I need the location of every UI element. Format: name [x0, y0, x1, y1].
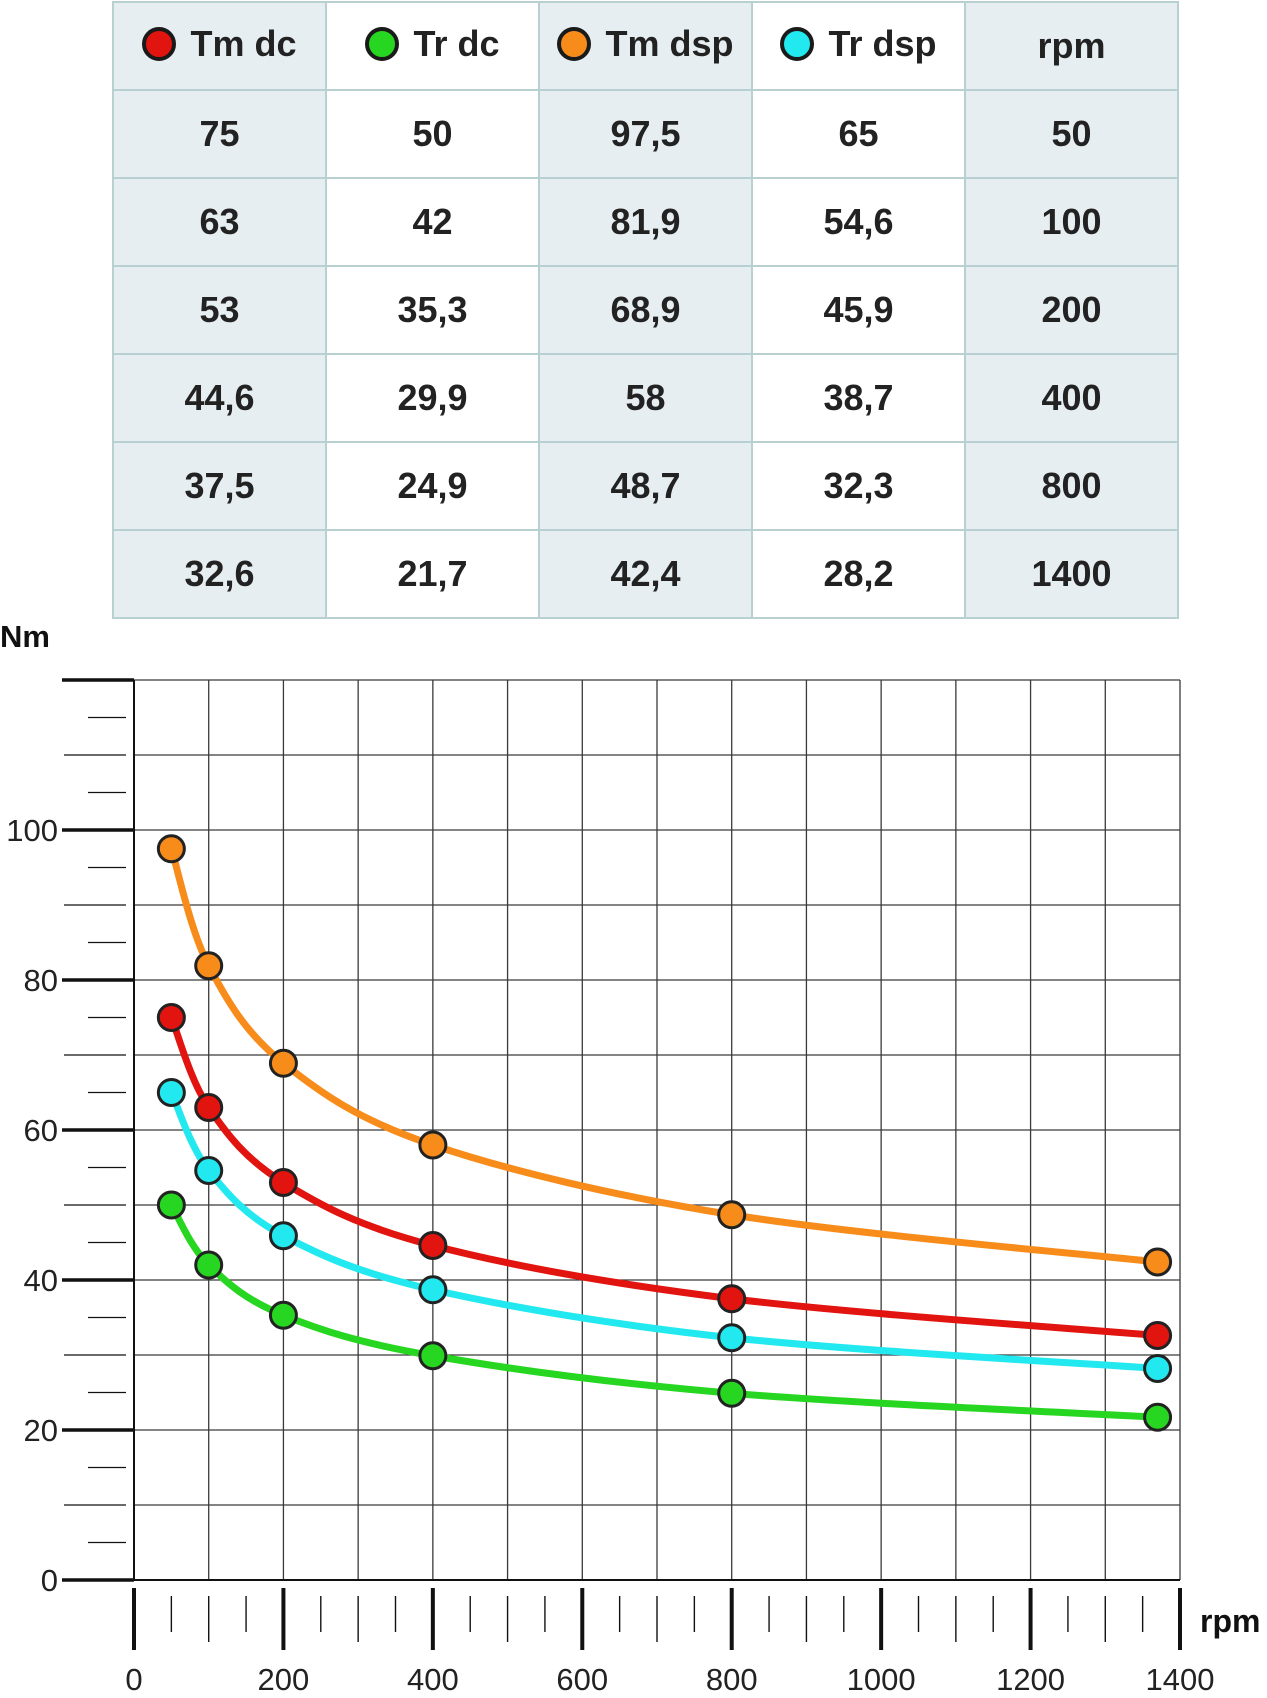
table-cell: 400	[964, 353, 1179, 443]
x-axis-label: rpm	[1200, 1603, 1260, 1639]
table-cell: 200	[964, 265, 1179, 355]
data-point-tr-dsp	[1143, 1354, 1173, 1383]
y-tick-label: 60	[24, 1113, 58, 1148]
data-point-tm-dsp	[418, 1130, 448, 1160]
table-cell: 28,2	[751, 529, 966, 619]
header-rpm: rpm	[964, 1, 1179, 91]
table-row: 53 35,3 68,9 45,9 200	[112, 265, 1179, 355]
x-tick-label: 600	[556, 1662, 608, 1697]
data-point-tm-dsp	[156, 834, 186, 864]
y-tick-label: 80	[24, 963, 58, 998]
orange-marker-icon	[557, 26, 592, 61]
table-row: 44,6 29,9 58 38,7 400	[112, 353, 1179, 443]
y-tick-label: 100	[6, 813, 58, 848]
table-cell: 35,3	[325, 265, 540, 355]
data-point-tr-dsp	[717, 1323, 747, 1353]
data-point-tm-dsp	[194, 951, 224, 981]
data-point-tm-dsp	[717, 1200, 747, 1230]
table-cell: 38,7	[751, 353, 966, 443]
y-tick-label: 0	[41, 1563, 58, 1598]
series-line-tm-dc	[167, 1014, 1162, 1339]
x-tick-label: 400	[407, 1662, 459, 1697]
data-point-tm-dc	[156, 1003, 186, 1032]
table-cell: 75	[112, 89, 327, 179]
header-tm-dsp: Tm dsp	[538, 1, 753, 91]
y-tick-label: 40	[24, 1263, 58, 1298]
data-point-tm-dsp	[1143, 1247, 1173, 1277]
series-line-tr-dc	[167, 1201, 1162, 1421]
header-tr-dc: Tr dc	[325, 1, 540, 91]
x-tick-label: 800	[706, 1662, 758, 1697]
table-cell: 50	[325, 89, 540, 179]
y-tick-label: 20	[24, 1413, 58, 1448]
data-point-tr-dc	[268, 1300, 298, 1330]
table-header-row: Tm dc Tr dc Tm dsp Tr dsp rpm	[112, 1, 1179, 91]
data-point-tr-dsp	[156, 1078, 186, 1107]
chart-series	[156, 834, 1173, 1432]
data-point-tr-dsp	[268, 1221, 298, 1251]
table-cell: 44,6	[112, 353, 327, 443]
table-cell: 58	[538, 353, 753, 443]
data-point-tm-dc	[194, 1093, 224, 1122]
table-row: 75 50 97,5 65 50	[112, 89, 1179, 179]
table-row: 37,5 24,9 48,7 32,3 800	[112, 441, 1179, 531]
table-cell: 42,4	[538, 529, 753, 619]
data-point-tr-dc	[156, 1190, 186, 1220]
table-cell: 29,9	[325, 353, 540, 443]
data-point-tr-dc	[194, 1250, 224, 1280]
data-point-tm-dc	[717, 1284, 747, 1314]
table-cell: 42	[325, 177, 540, 267]
data-point-tr-dsp	[194, 1156, 224, 1185]
x-tick-label: 1000	[847, 1662, 916, 1697]
data-point-tm-dc	[268, 1168, 298, 1197]
data-table: Tm dc Tr dc Tm dsp Tr dsp rpm 75 50 97,5…	[112, 1, 1179, 619]
table-cell: 81,9	[538, 177, 753, 267]
table-cell: 68,9	[538, 265, 753, 355]
data-point-tr-dc	[418, 1341, 448, 1371]
data-point-tm-dc	[1143, 1321, 1173, 1350]
table-cell: 48,7	[538, 441, 753, 531]
table-row: 63 42 81,9 54,6 100	[112, 177, 1179, 267]
header-tr-dsp: Tr dsp	[751, 1, 966, 91]
table-cell: 37,5	[112, 441, 327, 531]
table-cell: 1400	[964, 529, 1179, 619]
table-cell: 21,7	[325, 529, 540, 619]
table-cell: 50	[964, 89, 1179, 179]
table-cell: 63	[112, 177, 327, 267]
data-point-tr-dc	[1143, 1402, 1173, 1432]
table-cell: 800	[964, 441, 1179, 531]
x-tick-label: 1200	[996, 1662, 1065, 1697]
table-cell: 54,6	[751, 177, 966, 267]
red-marker-icon	[142, 26, 177, 61]
x-tick-label: 0	[125, 1662, 142, 1697]
cyan-marker-icon	[780, 26, 815, 61]
data-point-tr-dc	[717, 1378, 747, 1408]
chart-grid	[134, 679, 1181, 1580]
table-cell: 45,9	[751, 265, 966, 355]
table-cell: 53	[112, 265, 327, 355]
x-tick-label: 1400	[1146, 1662, 1215, 1697]
y-axis-label: Nm	[0, 620, 50, 654]
header-tm-dc: Tm dc	[112, 1, 327, 91]
table-cell: 32,3	[751, 441, 966, 531]
table-cell: 65	[751, 89, 966, 179]
x-tick-label: 200	[258, 1662, 310, 1697]
data-point-tm-dsp	[268, 1048, 298, 1078]
table-cell: 32,6	[112, 529, 327, 619]
green-marker-icon	[365, 26, 400, 61]
data-point-tm-dc	[418, 1231, 448, 1260]
data-point-tr-dsp	[418, 1275, 448, 1305]
table-cell: 100	[964, 177, 1179, 267]
table-cell: 24,9	[325, 441, 540, 531]
table-row: 32,6 21,7 42,4 28,2 1400	[112, 529, 1179, 619]
table-cell: 97,5	[538, 89, 753, 179]
